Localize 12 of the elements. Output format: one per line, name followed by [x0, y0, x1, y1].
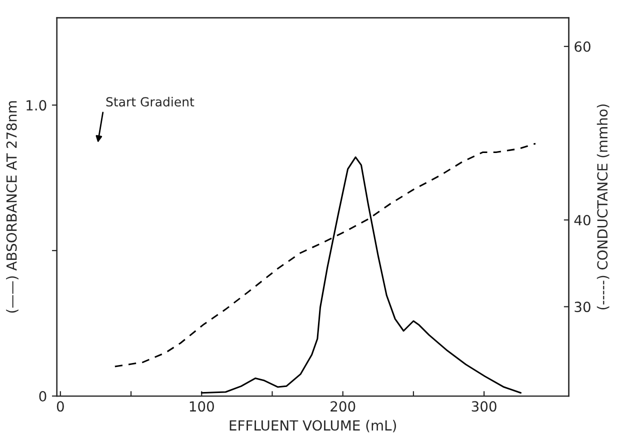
x-axis-title: EFFLUENT VOLUME (mL) [230, 420, 396, 432]
y-axis-title: (——) ABSORBANCE AT 278nm [6, 101, 18, 313]
y2-tick-label: 60 [574, 41, 590, 52]
y-tick-label: 1.0 [26, 100, 46, 111]
x-tick-label: 0 [56, 401, 64, 412]
annotation: Start Gradient [106, 96, 194, 107]
y2-tick-label: 30 [574, 302, 590, 312]
y2-tick-label: 40 [574, 214, 590, 226]
x-tick-label: 300 [472, 401, 496, 412]
x-tick-label: 100 [190, 401, 214, 412]
x-tick-label: 200 [330, 401, 356, 412]
y2-axis-title: (-----) CONDUCTANCE (mmho) [596, 104, 610, 310]
